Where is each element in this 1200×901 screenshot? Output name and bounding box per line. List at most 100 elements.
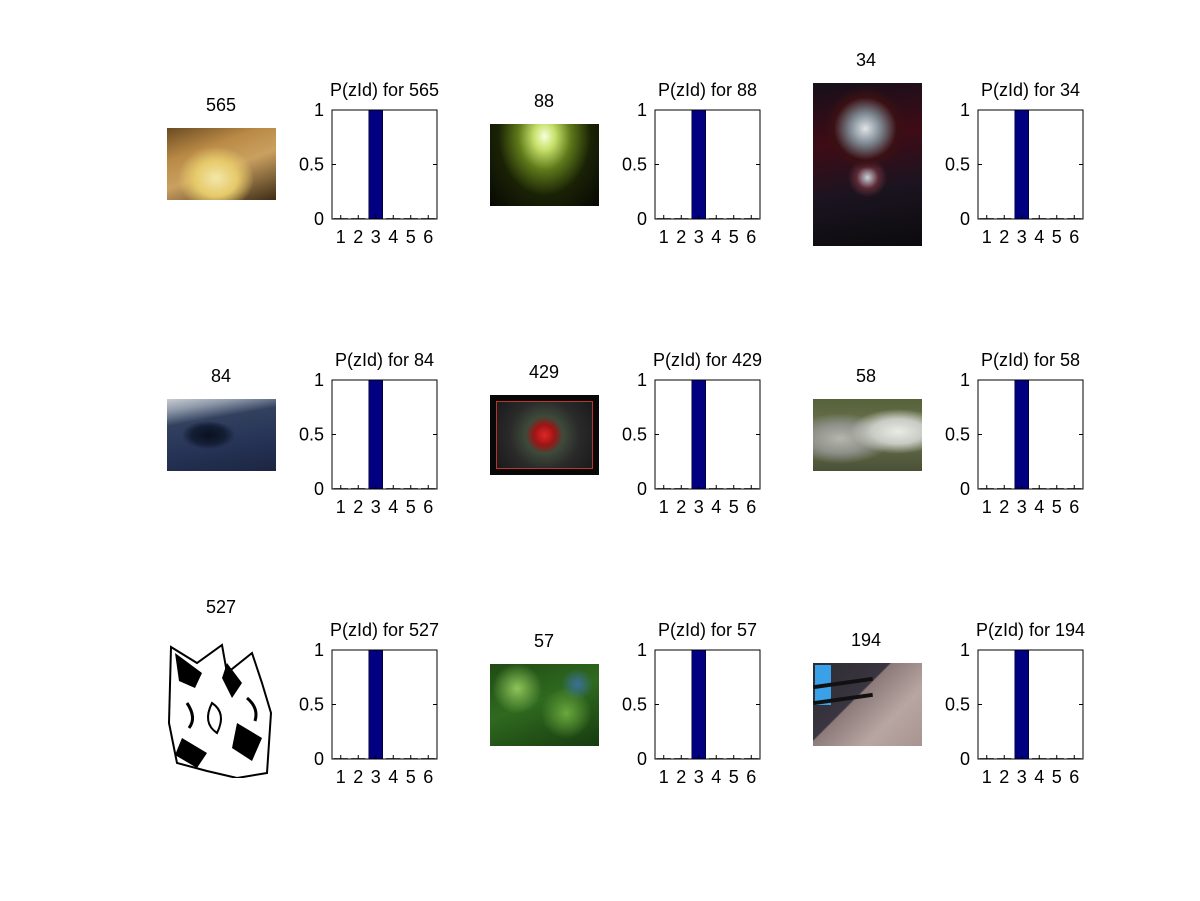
- x-tick-label: 1: [982, 497, 992, 517]
- y-tick-label: 1: [314, 640, 324, 660]
- bar: [691, 649, 706, 760]
- x-tick-label: 2: [353, 497, 363, 517]
- x-tick-label: 2: [999, 227, 1009, 247]
- y-tick-label: 0: [637, 479, 647, 499]
- image-title: 34: [855, 50, 877, 70]
- x-tick-label: 6: [423, 497, 433, 517]
- x-tick-label: 4: [388, 227, 398, 247]
- y-tick-label: 0: [314, 749, 324, 769]
- x-tick-label: 1: [659, 497, 669, 517]
- y-tick-label: 1: [637, 100, 647, 120]
- x-tick-label: 4: [1034, 497, 1044, 517]
- plot-box: [331, 109, 438, 220]
- image-title: 194: [850, 630, 882, 650]
- x-tick-label: 2: [353, 767, 363, 787]
- y-tick-label: 0.5: [945, 155, 970, 175]
- x-tick-label: 6: [423, 767, 433, 787]
- photo-thumbnail: [167, 643, 273, 778]
- x-tick-label: 4: [711, 497, 721, 517]
- plot-box: [977, 379, 1084, 490]
- x-tick-label: 1: [336, 497, 346, 517]
- x-tick-label: 1: [659, 767, 669, 787]
- x-tick-label: 3: [694, 767, 704, 787]
- x-tick-label: 3: [371, 227, 381, 247]
- chart-title: P(zId) for 88: [658, 80, 757, 100]
- bar: [368, 109, 383, 220]
- image-title: 88: [533, 91, 555, 111]
- y-tick-label: 0.5: [945, 425, 970, 445]
- bar: [1014, 109, 1029, 220]
- plot-box: [331, 379, 438, 490]
- x-tick-label: 1: [336, 767, 346, 787]
- photo-thumbnail: [490, 395, 599, 475]
- y-tick-label: 0.5: [622, 695, 647, 715]
- x-tick-label: 2: [999, 767, 1009, 787]
- x-tick-label: 6: [746, 227, 756, 247]
- x-tick-label: 3: [371, 767, 381, 787]
- plot-box: [654, 649, 761, 760]
- x-tick-label: 1: [982, 227, 992, 247]
- chart-title: P(zId) for 84: [335, 350, 434, 370]
- x-tick-label: 3: [1017, 227, 1027, 247]
- photo-thumbnail: [813, 399, 922, 471]
- x-tick-label: 2: [676, 227, 686, 247]
- y-tick-label: 0.5: [299, 155, 324, 175]
- plot-box: [654, 379, 761, 490]
- x-tick-label: 4: [711, 227, 721, 247]
- x-tick-label: 3: [1017, 497, 1027, 517]
- x-tick-label: 6: [746, 497, 756, 517]
- photo-thumbnail: [813, 83, 922, 246]
- plot-box: [977, 649, 1084, 760]
- plot-box: [331, 649, 438, 760]
- x-tick-label: 5: [1052, 497, 1062, 517]
- y-tick-label: 0: [960, 749, 970, 769]
- chart-title: P(zId) for 429: [653, 350, 762, 370]
- y-tick-label: 1: [637, 370, 647, 390]
- x-tick-label: 6: [746, 767, 756, 787]
- y-tick-label: 1: [637, 640, 647, 660]
- x-tick-label: 4: [1034, 767, 1044, 787]
- photo-thumbnail: [490, 124, 599, 206]
- y-tick-label: 0: [314, 479, 324, 499]
- bar: [1014, 649, 1029, 760]
- x-tick-label: 5: [406, 767, 416, 787]
- x-tick-label: 3: [371, 497, 381, 517]
- y-tick-label: 0.5: [945, 695, 970, 715]
- x-tick-label: 2: [676, 497, 686, 517]
- x-tick-label: 6: [423, 227, 433, 247]
- x-tick-label: 6: [1069, 767, 1079, 787]
- x-tick-label: 5: [1052, 227, 1062, 247]
- y-tick-label: 0: [960, 209, 970, 229]
- x-tick-label: 4: [388, 497, 398, 517]
- y-tick-label: 0.5: [622, 155, 647, 175]
- chart-title: P(zId) for 194: [976, 620, 1085, 640]
- chart-title: P(zId) for 527: [330, 620, 439, 640]
- x-tick-label: 6: [1069, 227, 1079, 247]
- x-tick-label: 2: [676, 767, 686, 787]
- photo-thumbnail: [167, 128, 276, 200]
- chart-title: P(zId) for 34: [981, 80, 1080, 100]
- x-tick-label: 5: [729, 497, 739, 517]
- y-tick-label: 1: [960, 100, 970, 120]
- plot-box: [654, 109, 761, 220]
- x-tick-label: 3: [694, 227, 704, 247]
- x-tick-label: 5: [406, 497, 416, 517]
- image-title: 565: [205, 95, 237, 115]
- image-title: 429: [528, 362, 560, 382]
- y-tick-label: 0.5: [299, 695, 324, 715]
- bar: [691, 109, 706, 220]
- y-tick-label: 1: [960, 370, 970, 390]
- bar: [368, 649, 383, 760]
- x-tick-label: 4: [711, 767, 721, 787]
- bar: [691, 379, 706, 490]
- y-tick-label: 0: [960, 479, 970, 499]
- image-title: 58: [855, 366, 877, 386]
- y-tick-label: 0: [637, 209, 647, 229]
